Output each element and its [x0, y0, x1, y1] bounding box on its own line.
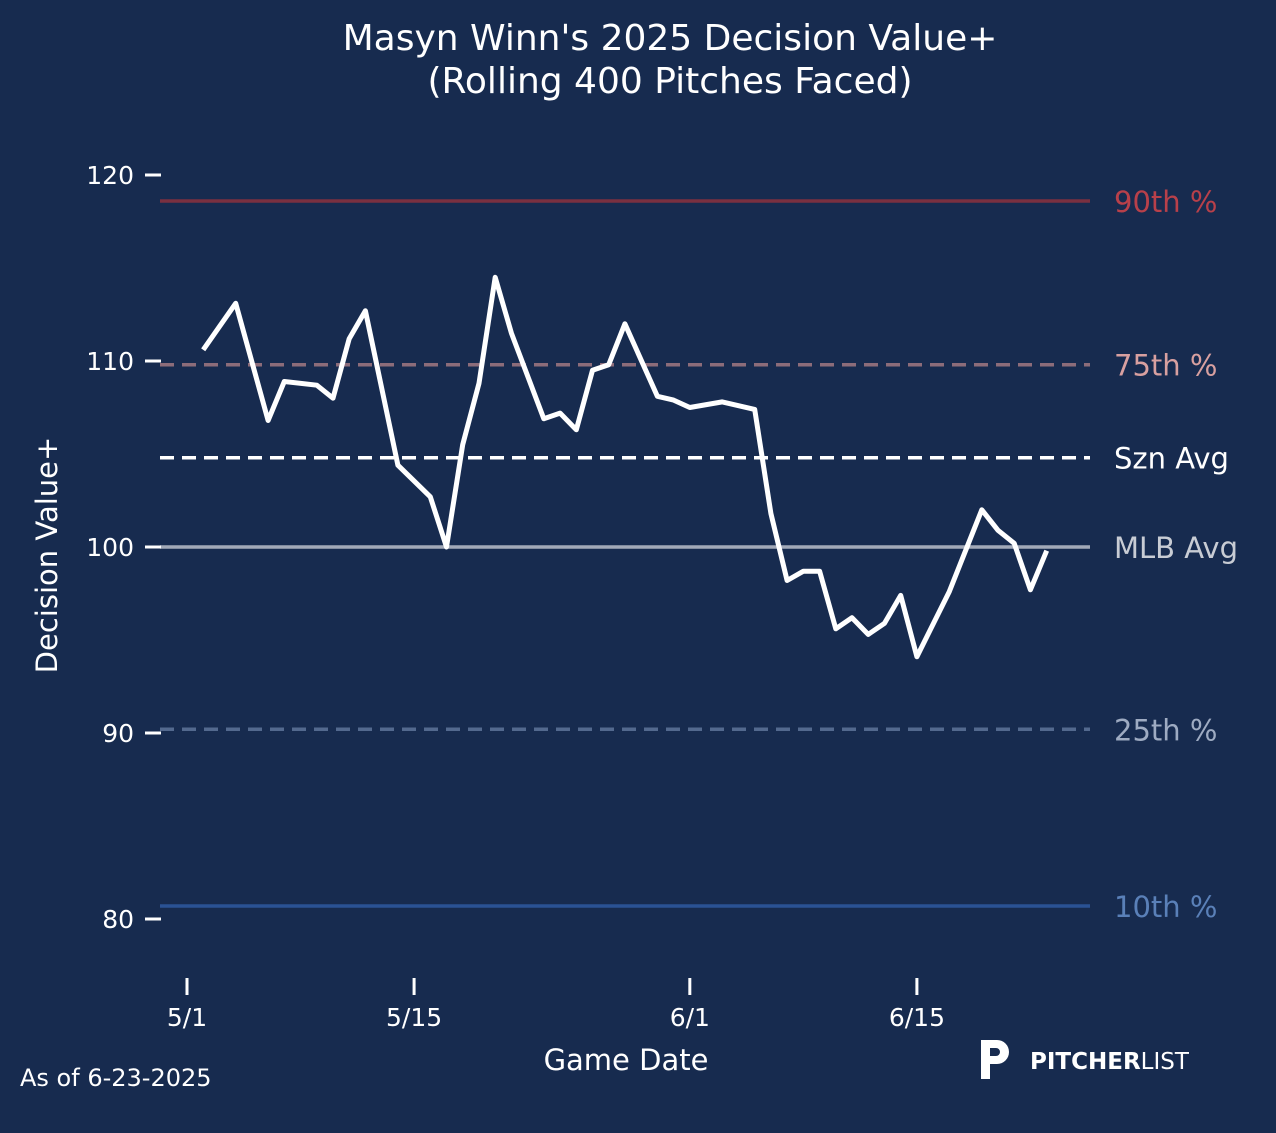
reference-label-2: Szn Avg — [1114, 442, 1229, 476]
y-tick-label-0: 80 — [102, 905, 134, 934]
reference-label-4: 25th % — [1114, 713, 1217, 747]
series-line — [201, 274, 1050, 660]
y-tick-label-1: 90 — [102, 719, 134, 748]
as-of-note: As of 6-23-2025 — [20, 1064, 212, 1092]
reference-label-1: 75th % — [1114, 349, 1217, 383]
x-tick-label-3: 6/15 — [889, 1003, 945, 1032]
chart-subtitle: (Rolling 400 Pitches Faced) — [427, 61, 912, 102]
y-tick-label-2: 100 — [86, 533, 134, 562]
x-axis-label: Game Date — [544, 1043, 709, 1077]
y-axis-label: Decision Value+ — [30, 437, 64, 674]
svg-text:PITCHERLIST: PITCHERLIST — [1030, 1049, 1190, 1075]
reference-label-5: 10th % — [1114, 890, 1217, 924]
chart-title: Masyn Winn's 2025 Decision Value+ — [343, 18, 998, 59]
reference-label-0: 90th % — [1114, 185, 1217, 219]
y-tick-label-3: 110 — [86, 347, 134, 376]
pitcherlist-logo-icon — [981, 1040, 1009, 1079]
x-tick-label-2: 6/1 — [670, 1003, 710, 1032]
x-tick-label-1: 5/15 — [386, 1003, 442, 1032]
logo-text-light: LIST — [1141, 1049, 1190, 1075]
reference-label-3: MLB Avg — [1114, 531, 1238, 565]
logo-text-bold: PITCHER — [1030, 1049, 1141, 1075]
y-tick-label-4: 120 — [86, 161, 134, 190]
x-tick-label-0: 5/1 — [167, 1003, 207, 1032]
pitcherlist-logo: PITCHERLIST — [981, 1040, 1190, 1079]
